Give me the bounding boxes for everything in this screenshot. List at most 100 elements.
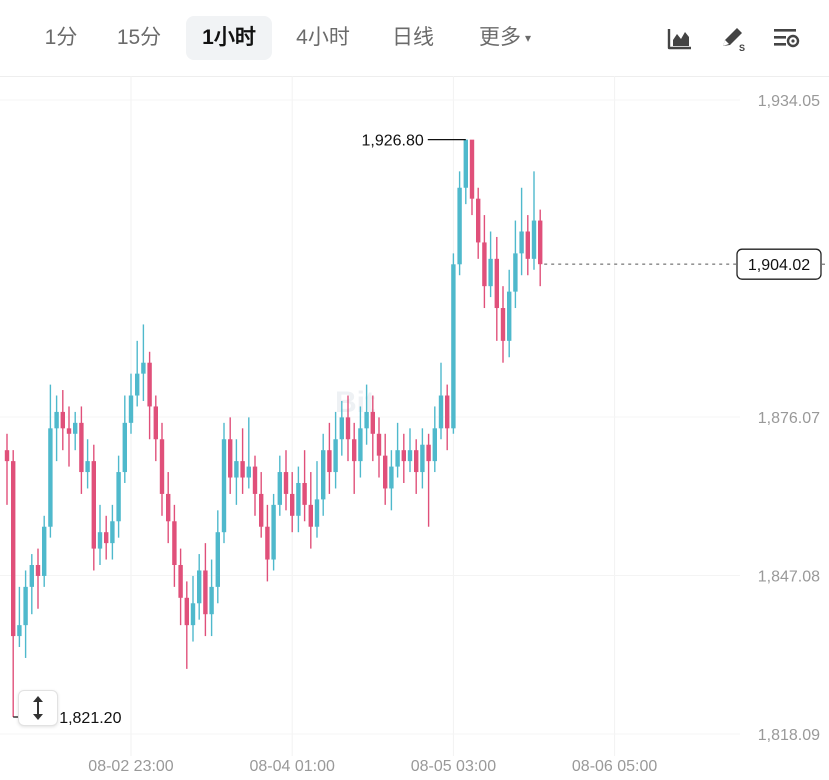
candle-body xyxy=(172,521,177,566)
candle-body xyxy=(128,395,134,423)
candle-body xyxy=(259,493,264,527)
tab-timeframe-0[interactable]: 1分 xyxy=(26,16,96,60)
candle-body xyxy=(23,586,28,626)
candle-body xyxy=(147,362,152,407)
candle-body xyxy=(79,422,84,473)
candle-body xyxy=(531,220,537,259)
draw-pen-icon[interactable]: S xyxy=(717,22,749,54)
candle-body xyxy=(314,499,320,527)
candle-body xyxy=(166,493,171,522)
timeframe-toolbar: 1分 15分 1小时 4小时 日线 更多 ▾ S xyxy=(0,0,829,77)
tab-label: 更多 xyxy=(478,26,521,49)
candle-body xyxy=(339,417,344,440)
candle-body xyxy=(66,428,72,434)
candle-body xyxy=(29,565,34,587)
candle-body xyxy=(197,570,202,604)
candle-body xyxy=(451,264,456,429)
candle-body xyxy=(345,417,351,440)
candle-body xyxy=(290,493,295,516)
candle-body xyxy=(457,187,462,265)
tab-timeframe-3[interactable]: 4小时 xyxy=(280,16,366,60)
candle-body xyxy=(116,472,121,522)
candle-body xyxy=(420,444,425,473)
last-price-box xyxy=(736,248,822,280)
candle-body xyxy=(364,411,369,429)
indicator-settings-icon[interactable] xyxy=(770,22,802,54)
candle-body xyxy=(302,482,307,505)
candle-body xyxy=(184,597,189,626)
candle-body xyxy=(141,362,146,374)
tab-label: 1小时 xyxy=(202,26,256,49)
low-price-label: 1,821.20 xyxy=(59,710,121,727)
candle-body xyxy=(246,466,251,478)
candlestick-chart[interactable]: Bit 1,934.05 1,876.07 1,847.08 1,818.09 08-02… xyxy=(0,76,829,780)
candle-body xyxy=(209,586,214,615)
svg-text:S: S xyxy=(739,43,745,53)
candle-body xyxy=(352,439,357,462)
x-axis-tick-label: 08-04 01:00 xyxy=(249,758,335,775)
scale-toggle-button[interactable] xyxy=(18,690,58,726)
candle-body xyxy=(414,450,419,473)
candle-body xyxy=(265,526,270,560)
candle-body xyxy=(203,570,208,615)
candle-body xyxy=(122,422,127,473)
candle-body xyxy=(513,253,518,292)
y-axis-tick-label: 1,818.09 xyxy=(758,727,820,744)
candle-body xyxy=(401,450,406,462)
candle-body xyxy=(110,521,115,544)
x-axis-tick-label: 08-05 03:00 xyxy=(411,758,497,775)
tab-label: 4小时 xyxy=(296,26,350,49)
high-price-label: 1,926.80 xyxy=(362,133,424,150)
candle-body xyxy=(85,461,90,473)
candle-body xyxy=(17,625,22,637)
candle-body xyxy=(327,450,332,473)
candle-body xyxy=(321,450,326,500)
candle-body xyxy=(153,406,158,440)
candle-body xyxy=(48,428,53,527)
candle-body xyxy=(11,461,16,637)
candle-body xyxy=(482,242,487,287)
candle-body xyxy=(178,565,183,598)
candle-body xyxy=(91,461,96,549)
x-axis-tick-label: 08-06 05:00 xyxy=(572,758,658,775)
candle-body xyxy=(283,472,289,494)
candle-body xyxy=(370,411,375,434)
candle-body xyxy=(60,411,65,429)
y-axis-tick-label: 1,876.07 xyxy=(758,410,820,427)
candle-body xyxy=(525,231,530,259)
candle-body xyxy=(488,258,493,287)
y-axis-tick-label: 1,934.05 xyxy=(758,93,820,110)
candle-body xyxy=(445,395,450,429)
candle-body xyxy=(97,532,103,549)
y-axis-tick-label: 1,847.08 xyxy=(758,569,820,586)
candle-body xyxy=(358,428,363,462)
candle-body xyxy=(469,139,475,199)
candle-body xyxy=(54,411,59,429)
tab-timeframe-4[interactable]: 日线 xyxy=(374,16,452,60)
candle-body xyxy=(376,433,382,456)
candle-body xyxy=(494,258,499,309)
candle-body xyxy=(519,231,524,254)
candle-body xyxy=(538,220,543,265)
candle-body xyxy=(240,461,245,478)
candle-body xyxy=(500,308,506,341)
candle-body xyxy=(35,565,41,576)
expand-vertical-icon xyxy=(33,696,43,720)
candle-body xyxy=(407,450,413,462)
candle-body xyxy=(190,603,196,626)
candle-body xyxy=(277,472,282,505)
tab-label: 15分 xyxy=(116,26,162,49)
candle-body xyxy=(252,466,258,494)
tab-timeframe-2[interactable]: 1小时 xyxy=(186,16,272,60)
candle-body xyxy=(426,444,431,462)
candle-body xyxy=(104,532,109,544)
tab-timeframe-5[interactable]: 更多 ▾ xyxy=(460,16,550,60)
candle-body xyxy=(476,198,481,243)
chart-type-icon[interactable] xyxy=(664,22,696,54)
tab-timeframe-1[interactable]: 15分 xyxy=(104,16,174,60)
candle-body xyxy=(463,139,468,188)
tab-label: 1分 xyxy=(44,26,78,49)
candle-body xyxy=(308,504,313,527)
chevron-down-icon: ▾ xyxy=(524,31,532,46)
candle-body xyxy=(333,439,338,473)
